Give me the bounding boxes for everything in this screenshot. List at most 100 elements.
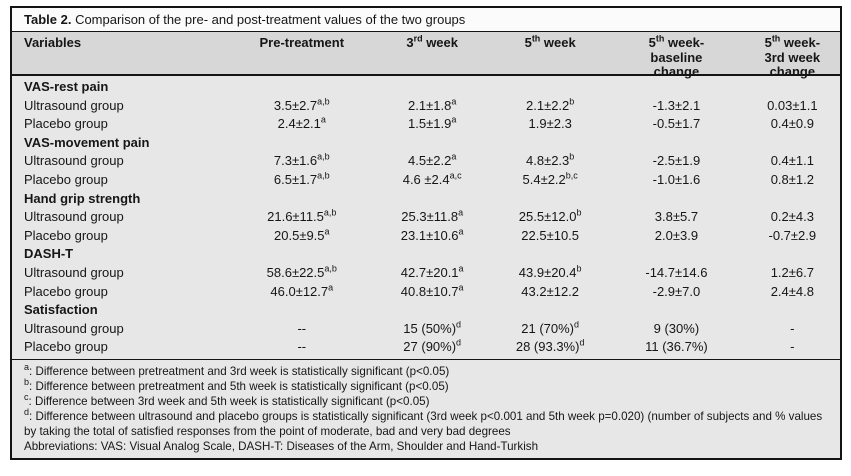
data-cell: 0.03±1.1 [745,97,840,116]
data-cell: 2.0±3.9 [608,227,745,246]
data-cell: 20.5±9.5a [231,227,372,246]
cell-value: -0.7±2.9 [768,227,817,243]
data-cell: 4.8±2.3b [492,152,608,171]
column-header-line: 5th week- [764,33,821,50]
column-header-line: change [653,64,700,79]
data-cell: -1.3±2.1 [608,97,745,116]
row-label: Ultrasound group [24,97,124,113]
cell-value: 3.8±5.7 [654,209,699,225]
cell-value: 0.8±1.2 [770,172,814,188]
cell-value: 40.8±10.7 [400,283,459,299]
cell-value: 25.5±12.0 [518,209,577,225]
table-row: Ultrasound group 58.6±22.5a,b 42.7±20.1a 43… [12,264,840,283]
table-title-label: Table 2. [24,12,72,27]
data-cell: 43.2±12.2 [492,283,608,302]
superscript: a [451,152,457,163]
table-row: Ultrasound group 7.3±1.6a,b 4.5±2.2a 4.8±2.… [12,152,840,171]
data-cell: 21 (70%)d [492,320,608,339]
data-cell: 3.5±2.7a,b [231,97,372,116]
data-cell: - [745,338,840,357]
data-cell: - [745,320,840,339]
cell-value: 11 (36.7%) [645,339,708,355]
cell-value: -- [297,320,307,336]
data-cell: 2.1±2.2b [492,97,608,116]
superscript: rd [413,33,423,44]
cell-value: 1.2±6.7 [770,265,814,281]
data-cell: 15 (50%)d [372,320,492,339]
data-cell: 11 (36.7%) [608,338,745,357]
cell-value: 0.2±4.3 [770,209,814,225]
table-row: Ultrasound group 21.6±11.5a,b 25.3±11.8a 25… [12,208,840,227]
superscript: a,b [324,263,337,274]
data-cell: 1.5±1.9a [372,115,492,134]
footnote: a: Difference between pretreatment and 3… [24,362,450,378]
data-cell: 5.4±2.2b,c [492,171,608,190]
superscript: b [576,263,582,274]
cell-value: 2.1±2.2 [526,97,570,113]
superscript: d [574,319,580,330]
superscript: a,b [317,152,330,163]
data-cell: 4.6 ±2.4a,c [372,171,492,190]
cell-value: 7.3±1.6 [273,153,318,169]
superscript: a,b [317,170,330,181]
column-header: 5th week-baseline change [608,34,745,80]
cell-value: 43.2±12.2 [521,283,580,299]
table-row: Placebo group -- 27 (90%)d 28 (93.3%)d 11 (3… [12,338,840,357]
row-label: Placebo group [24,227,108,243]
table-row: Placebo group 20.5±9.5a 23.1±10.6a 22.5±10.… [12,227,840,246]
header-row: Variables Pre-treatment 3rd week 5th week 5t… [12,32,840,79]
data-cell: 27 (90%)d [372,338,492,357]
cell-value: -0.5±1.7 [652,116,701,132]
data-cell: -0.7±2.9 [745,227,840,246]
data-cell: 58.6±22.5a,b [231,264,372,283]
data-cell: 2.4±2.1a [231,115,372,134]
table-row: Ultrasound group 3.5±2.7a,b 2.1±1.8a 2.1±2.… [12,97,840,116]
cell-value: 0.03±1.1 [767,97,818,113]
superscript: th [531,33,541,44]
cell-value: 15 (50%) [403,320,457,336]
cell-value: 2.1±1.8 [408,97,452,113]
superscript: b,c [565,170,578,181]
data-cell: 6.5±1.7a,b [231,171,372,190]
superscript: a,b [317,96,330,107]
superscript: b [24,377,30,388]
superscript: a [451,114,457,125]
data-cell: 25.3±11.8a [372,208,492,227]
cell-value: 9 (30%) [653,320,700,336]
row-label: Placebo group [24,283,108,299]
row-label: Ultrasound group [24,265,124,281]
cell-value: 46.0±12.7 [270,283,329,299]
table-row: Ultrasound group -- 15 (50%)d 21 (70%)d 9 (3… [12,320,840,339]
column-header: 3rd week [372,33,492,51]
table-title-text: Comparison of the pre- and post-treatmen… [71,12,466,27]
superscript: d [579,338,585,349]
section-row: Satisfaction [12,301,840,320]
table-title: Table 2. Comparison of the pre- and post… [12,8,840,32]
superscript: th [771,33,781,44]
column-header-line: Pre-treatment [259,35,345,50]
data-cell: 2.4±4.8 [745,283,840,302]
data-cell: -14.7±14.6 [608,264,745,283]
cell-value: 27 (90%) [403,339,457,355]
data-cell: -- [231,338,372,357]
data-cell: 3.8±5.7 [608,208,745,227]
cell-value: 1.5±1.9 [408,116,452,132]
row-label: Placebo group [24,339,108,355]
cell-value: 5.4±2.2 [522,172,566,188]
cell-value: 20.5±9.5 [274,227,325,243]
section-row: Hand grip strength [12,190,840,209]
superscript: c [24,392,29,403]
section-label: DASH-T [24,246,74,262]
superscript: b [569,152,575,163]
cell-value: 21 (70%) [521,320,575,336]
cell-value: - [790,339,795,355]
table-body: VAS-rest pain Ultrasound group 3.5±2.7a,b 2… [12,76,840,357]
cell-value: 0.4±1.1 [770,153,814,169]
column-header-line: 5th week [524,33,576,50]
cell-value: 43.9±20.4 [518,265,577,281]
column-header-line: Variables [24,35,82,50]
footnote: c: Difference between 3rd week and 5th w… [24,392,430,408]
superscript: d [456,319,462,330]
column-header: 5th week- 3rd week change [745,33,840,80]
superscript: a [24,362,30,373]
